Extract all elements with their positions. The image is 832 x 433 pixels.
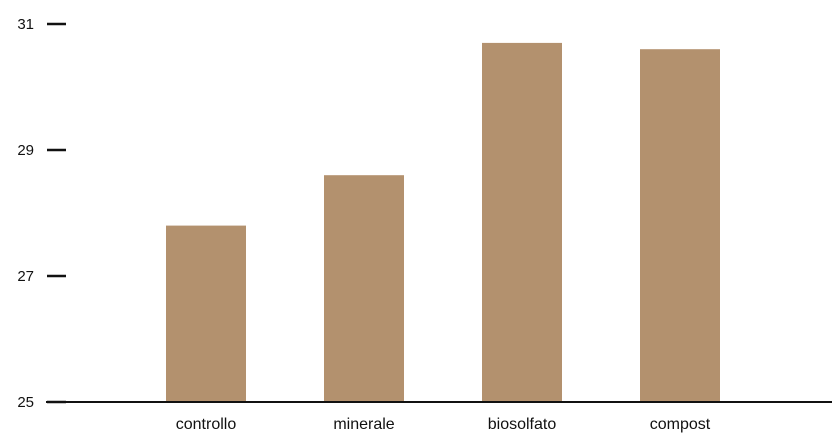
bar-controllo — [166, 225, 246, 402]
x-tick-label: controllo — [176, 416, 237, 433]
x-axis: controllo minerale biosolfato compost — [176, 416, 711, 433]
x-tick-label: biosolfato — [488, 416, 557, 433]
y-tick-label: 29 — [17, 142, 34, 159]
x-tick-label: compost — [650, 416, 711, 433]
y-tick-label: 27 — [17, 268, 34, 285]
y-tick-label: 25 — [17, 394, 34, 411]
bars-group — [166, 42, 720, 403]
y-tick-label: 31 — [17, 16, 34, 33]
x-tick-label: minerale — [333, 416, 394, 433]
bar-compost — [640, 49, 720, 402]
bar-biosolfato — [482, 42, 562, 403]
bar-minerale — [324, 175, 404, 402]
y-axis: 25 27 29 31 — [17, 16, 66, 411]
